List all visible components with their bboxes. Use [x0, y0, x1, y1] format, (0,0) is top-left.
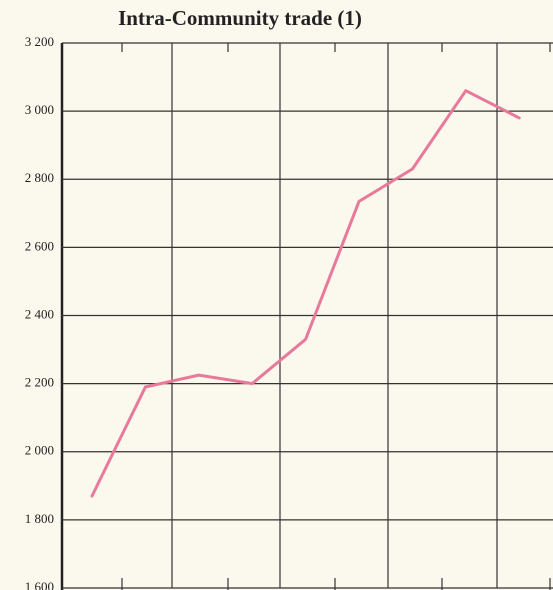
- data-line: [90, 89, 521, 498]
- y-tick-label: 2 200: [25, 375, 54, 390]
- y-tick-label: 2 000: [25, 443, 54, 458]
- y-tick-label: 1 600: [25, 579, 54, 590]
- y-tick-label: 3 000: [25, 102, 54, 117]
- y-tick-label: 2 400: [25, 306, 54, 321]
- y-tick-label: 1 800: [25, 511, 54, 526]
- y-tick-label: 2 600: [25, 238, 54, 253]
- y-tick-label: 2 800: [25, 170, 54, 185]
- y-tick-label: 3 200: [25, 34, 54, 49]
- chart-title: Intra-Community trade (1): [118, 6, 362, 30]
